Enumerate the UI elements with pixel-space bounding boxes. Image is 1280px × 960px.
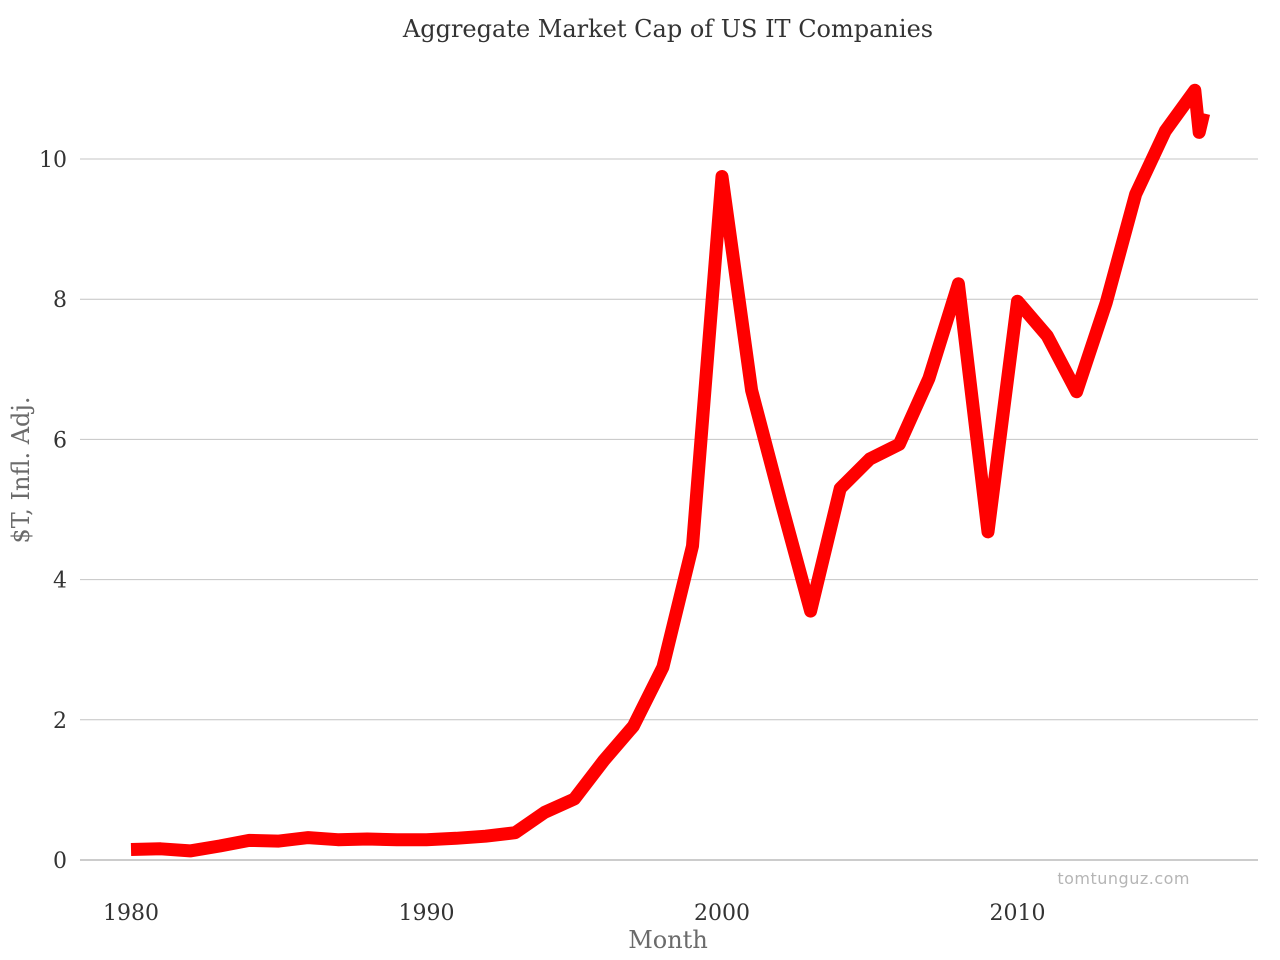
- data-point-25: [869, 459, 870, 460]
- data-point-10: [426, 839, 427, 840]
- data-point-1: [160, 848, 161, 849]
- series-layer: [130, 83, 1211, 858]
- y-tick-label-4: 4: [53, 569, 67, 594]
- data-point-28: [958, 283, 959, 284]
- data-point-16: [603, 760, 604, 761]
- x-tick-label-1990: 1990: [399, 901, 455, 926]
- data-point-11: [456, 838, 457, 839]
- data-point-6: [308, 837, 309, 838]
- series-line-0: [130, 83, 1211, 858]
- y-tick-label-2: 2: [53, 709, 67, 734]
- data-point-7: [337, 839, 338, 840]
- data-point-34: [1135, 194, 1136, 195]
- data-point-33: [1106, 302, 1107, 303]
- data-point-35: [1165, 131, 1166, 132]
- y-axis-ticks: 0 2 4 6 8 10: [39, 148, 67, 874]
- data-point-38: [1203, 113, 1204, 114]
- data-point-31: [1047, 335, 1048, 336]
- x-tick-label-2000: 2000: [694, 901, 750, 926]
- data-point-5: [278, 841, 279, 842]
- data-point-0: [131, 849, 132, 850]
- data-point-32: [1076, 391, 1077, 392]
- data-point-17: [633, 726, 634, 727]
- y-axis-label: $T, Infl. Adj.: [7, 397, 35, 544]
- data-point-36: [1194, 90, 1195, 91]
- data-point-30: [1017, 301, 1018, 302]
- y-tick-label-6: 6: [53, 428, 67, 453]
- data-point-20: [722, 176, 723, 177]
- chart-title: Aggregate Market Cap of US IT Companies: [402, 15, 933, 43]
- data-point-21: [751, 390, 752, 391]
- watermark: tomtunguz.com: [1057, 869, 1190, 888]
- data-point-23: [810, 611, 811, 612]
- gridlines: [80, 158, 1258, 861]
- data-point-3: [219, 846, 220, 847]
- data-point-22: [781, 502, 782, 503]
- series-points-0: [131, 90, 1205, 852]
- y-tick-label-8: 8: [53, 288, 67, 313]
- data-point-27: [928, 378, 929, 379]
- y-tick-label-10: 10: [39, 148, 67, 173]
- x-tick-label-2010: 2010: [990, 901, 1046, 926]
- data-point-4: [249, 840, 250, 841]
- data-point-29: [988, 531, 989, 532]
- data-point-24: [840, 488, 841, 489]
- data-point-37: [1199, 132, 1200, 133]
- data-point-13: [515, 832, 516, 833]
- data-point-18: [662, 667, 663, 668]
- x-axis-ticks: 1980 1990 2000 2010: [103, 901, 1046, 926]
- data-point-9: [396, 839, 397, 840]
- x-tick-label-1980: 1980: [103, 901, 159, 926]
- data-point-15: [574, 799, 575, 800]
- x-axis-label: Month: [628, 926, 708, 954]
- data-point-8: [367, 839, 368, 840]
- data-point-19: [692, 546, 693, 547]
- y-tick-label-0: 0: [53, 849, 67, 874]
- data-point-2: [190, 850, 191, 851]
- data-point-12: [485, 836, 486, 837]
- data-point-14: [544, 812, 545, 813]
- data-point-26: [899, 444, 900, 445]
